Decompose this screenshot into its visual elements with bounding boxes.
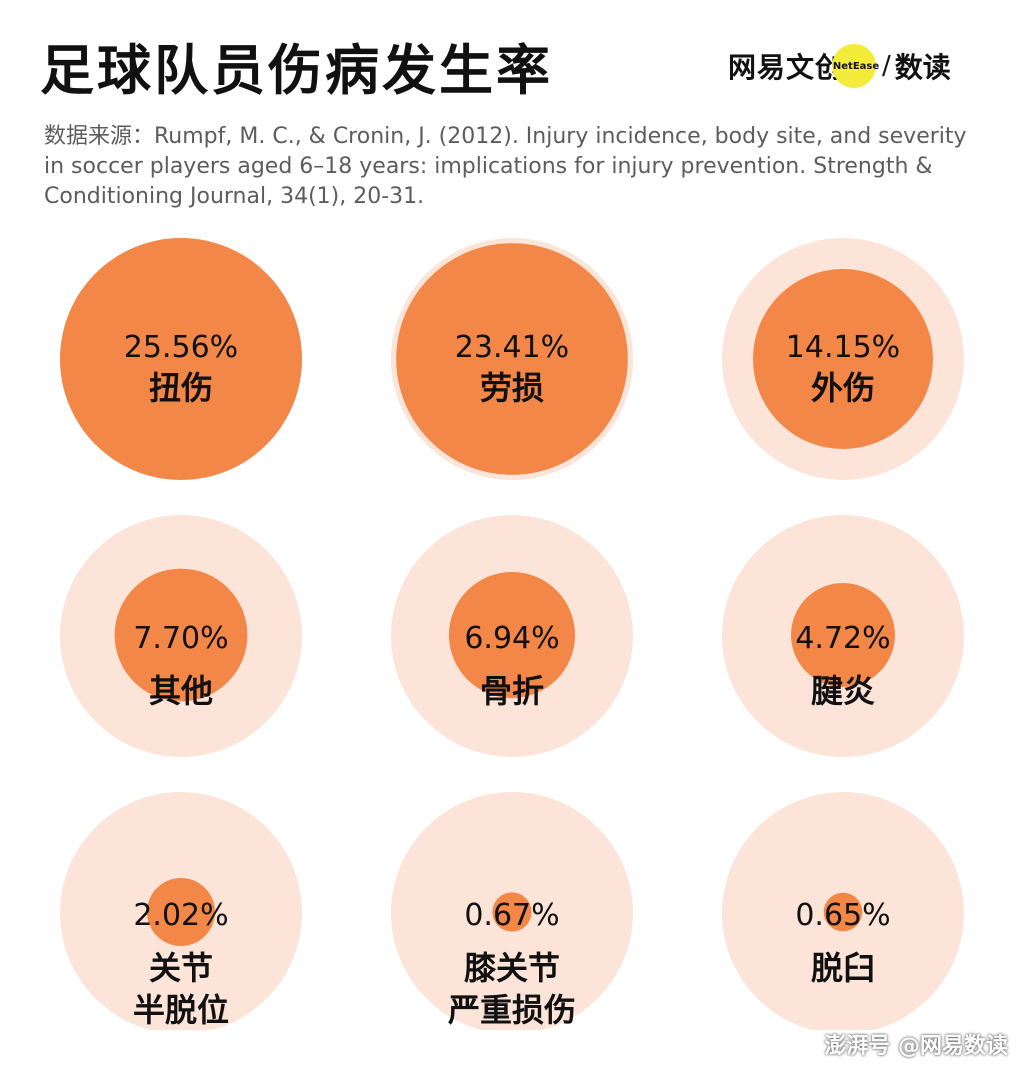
value-label: 4.72% xyxy=(795,621,890,656)
logo-sub-text: 数读 xyxy=(894,51,951,84)
value-label: 0.67% xyxy=(464,898,559,933)
value-circle xyxy=(752,268,934,450)
logo-slash: / xyxy=(882,51,891,81)
value-label: 23.41% xyxy=(455,330,569,365)
data-source-note: 数据来源：Rumpf, M. C., & Cronin, J. (2012). … xyxy=(44,124,967,209)
value-label: 25.56% xyxy=(124,330,238,365)
value-label: 2.02% xyxy=(133,898,228,933)
chart-svg: 25.56% 扭伤 23.41% 劳损 14.15% 外伤 7.70% 其他 6.94% 骨折 4.… xyxy=(60,238,964,1030)
value-circle xyxy=(492,892,532,932)
value-label: 6.94% xyxy=(464,621,559,656)
injury-item: 23.41% 劳损 xyxy=(391,238,633,480)
value-circle xyxy=(823,892,863,932)
injury-item: 14.15% 外伤 xyxy=(722,238,964,480)
category-label: 扭伤 xyxy=(149,369,213,407)
category-label: 其他 xyxy=(149,672,213,710)
category-label: 劳损 xyxy=(480,369,544,407)
value-circle xyxy=(114,568,248,702)
injury-item: 6.94% 骨折 xyxy=(391,515,633,757)
brand-logo: 网易文创 NetEase / 数读 xyxy=(728,38,951,94)
injury-circle-chart: 25.56% 扭伤 23.41% 劳损 14.15% 外伤 7.70% 其他 6.94% 骨折 4.… xyxy=(0,230,1024,1030)
category-label: 外伤 xyxy=(811,369,875,407)
injury-item: 25.56% 扭伤 xyxy=(60,238,302,480)
value-label: 7.70% xyxy=(133,621,228,656)
value-circle xyxy=(146,877,216,947)
logo-badge-text: NetEase xyxy=(832,60,880,72)
category-label: 关节 xyxy=(149,949,213,987)
value-label: 0.65% xyxy=(795,898,890,933)
page-title: 足球队员伤病发生率 xyxy=(40,39,553,102)
injury-item: 0.65% 脱臼 xyxy=(722,792,964,1030)
injury-item: 7.70% 其他 xyxy=(60,515,302,757)
watermark: 澎湃号 @网易数读 xyxy=(824,1034,1008,1059)
category-label: 腱炎 xyxy=(811,672,875,710)
category-label: 半脱位 xyxy=(133,991,229,1029)
value-circle xyxy=(791,583,895,687)
category-label: 严重损伤 xyxy=(448,991,576,1029)
injury-item: 4.72% 腱炎 xyxy=(722,515,964,757)
value-circle xyxy=(396,243,628,475)
category-label: 骨折 xyxy=(480,672,544,710)
value-circle xyxy=(60,238,302,480)
value-label: 14.15% xyxy=(786,330,900,365)
logo-main-text: 网易文创 xyxy=(728,51,845,84)
category-label: 脱臼 xyxy=(811,949,875,987)
value-circle xyxy=(448,571,576,699)
category-label: 膝关节 xyxy=(464,949,560,987)
logo-yellow-dot-icon: NetEase xyxy=(832,44,880,88)
